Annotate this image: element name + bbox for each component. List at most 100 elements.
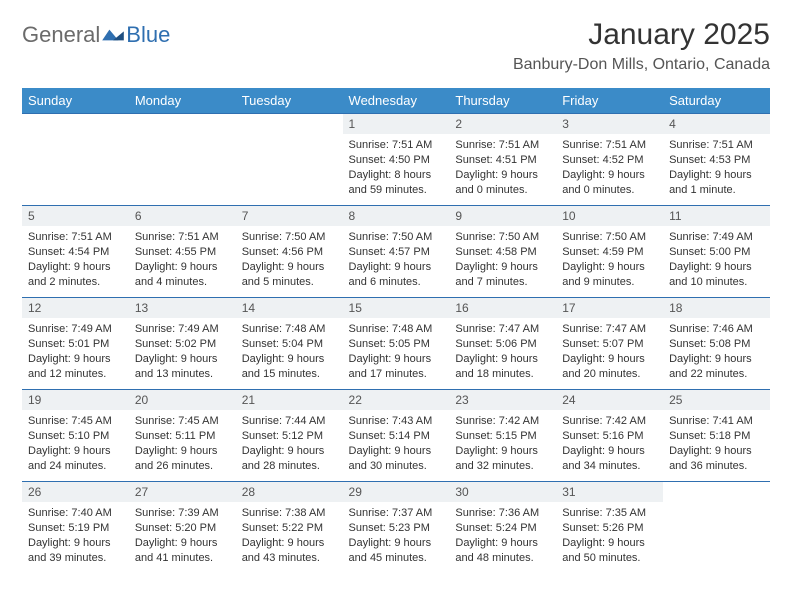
day-details: Sunrise: 7:42 AMSunset: 5:15 PMDaylight:… — [449, 410, 556, 475]
day-number: 3 — [556, 114, 663, 134]
day-number: 13 — [129, 298, 236, 318]
calendar-day-cell: 13Sunrise: 7:49 AMSunset: 5:02 PMDayligh… — [129, 298, 236, 390]
day-details: Sunrise: 7:47 AMSunset: 5:07 PMDaylight:… — [556, 318, 663, 383]
day-number: 25 — [663, 390, 770, 410]
calendar-day-cell: 24Sunrise: 7:42 AMSunset: 5:16 PMDayligh… — [556, 390, 663, 482]
weekday-header: Wednesday — [343, 88, 450, 114]
calendar-body: 1Sunrise: 7:51 AMSunset: 4:50 PMDaylight… — [22, 114, 770, 574]
calendar-day-cell — [22, 114, 129, 206]
calendar-table: SundayMondayTuesdayWednesdayThursdayFrid… — [22, 88, 770, 574]
day-number: 9 — [449, 206, 556, 226]
weekday-header: Saturday — [663, 88, 770, 114]
day-details: Sunrise: 7:48 AMSunset: 5:04 PMDaylight:… — [236, 318, 343, 383]
calendar-day-cell: 11Sunrise: 7:49 AMSunset: 5:00 PMDayligh… — [663, 206, 770, 298]
day-details: Sunrise: 7:50 AMSunset: 4:59 PMDaylight:… — [556, 226, 663, 291]
calendar-day-cell — [129, 114, 236, 206]
calendar-week-row: 1Sunrise: 7:51 AMSunset: 4:50 PMDaylight… — [22, 114, 770, 206]
day-details: Sunrise: 7:43 AMSunset: 5:14 PMDaylight:… — [343, 410, 450, 475]
day-number: 23 — [449, 390, 556, 410]
day-number: 16 — [449, 298, 556, 318]
day-number: 26 — [22, 482, 129, 502]
day-number: 10 — [556, 206, 663, 226]
day-number: 15 — [343, 298, 450, 318]
calendar-day-cell: 14Sunrise: 7:48 AMSunset: 5:04 PMDayligh… — [236, 298, 343, 390]
day-details: Sunrise: 7:51 AMSunset: 4:52 PMDaylight:… — [556, 134, 663, 199]
day-number: 4 — [663, 114, 770, 134]
title-block: January 2025 Banbury-Don Mills, Ontario,… — [513, 18, 770, 74]
weekday-header: Friday — [556, 88, 663, 114]
calendar-day-cell: 30Sunrise: 7:36 AMSunset: 5:24 PMDayligh… — [449, 482, 556, 574]
day-number: 30 — [449, 482, 556, 502]
day-number: 21 — [236, 390, 343, 410]
calendar-day-cell: 27Sunrise: 7:39 AMSunset: 5:20 PMDayligh… — [129, 482, 236, 574]
day-details: Sunrise: 7:42 AMSunset: 5:16 PMDaylight:… — [556, 410, 663, 475]
day-number: 20 — [129, 390, 236, 410]
calendar-day-cell: 5Sunrise: 7:51 AMSunset: 4:54 PMDaylight… — [22, 206, 129, 298]
weekday-header: Monday — [129, 88, 236, 114]
calendar-day-cell: 7Sunrise: 7:50 AMSunset: 4:56 PMDaylight… — [236, 206, 343, 298]
calendar-week-row: 12Sunrise: 7:49 AMSunset: 5:01 PMDayligh… — [22, 298, 770, 390]
month-title: January 2025 — [513, 18, 770, 52]
day-details: Sunrise: 7:50 AMSunset: 4:56 PMDaylight:… — [236, 226, 343, 291]
calendar-day-cell: 21Sunrise: 7:44 AMSunset: 5:12 PMDayligh… — [236, 390, 343, 482]
calendar-day-cell: 20Sunrise: 7:45 AMSunset: 5:11 PMDayligh… — [129, 390, 236, 482]
calendar-week-row: 5Sunrise: 7:51 AMSunset: 4:54 PMDaylight… — [22, 206, 770, 298]
day-details: Sunrise: 7:39 AMSunset: 5:20 PMDaylight:… — [129, 502, 236, 567]
day-number: 24 — [556, 390, 663, 410]
logo-word-2: Blue — [126, 22, 170, 48]
day-details: Sunrise: 7:51 AMSunset: 4:53 PMDaylight:… — [663, 134, 770, 199]
calendar-day-cell: 8Sunrise: 7:50 AMSunset: 4:57 PMDaylight… — [343, 206, 450, 298]
day-number: 1 — [343, 114, 450, 134]
day-number: 11 — [663, 206, 770, 226]
day-number: 29 — [343, 482, 450, 502]
day-details: Sunrise: 7:50 AMSunset: 4:57 PMDaylight:… — [343, 226, 450, 291]
day-number: 6 — [129, 206, 236, 226]
calendar-day-cell: 31Sunrise: 7:35 AMSunset: 5:26 PMDayligh… — [556, 482, 663, 574]
day-details: Sunrise: 7:51 AMSunset: 4:55 PMDaylight:… — [129, 226, 236, 291]
day-details: Sunrise: 7:37 AMSunset: 5:23 PMDaylight:… — [343, 502, 450, 567]
calendar-day-cell: 12Sunrise: 7:49 AMSunset: 5:01 PMDayligh… — [22, 298, 129, 390]
day-details: Sunrise: 7:51 AMSunset: 4:54 PMDaylight:… — [22, 226, 129, 291]
logo-flag-icon — [102, 26, 124, 44]
calendar-day-cell: 4Sunrise: 7:51 AMSunset: 4:53 PMDaylight… — [663, 114, 770, 206]
day-details: Sunrise: 7:49 AMSunset: 5:01 PMDaylight:… — [22, 318, 129, 383]
calendar-day-cell: 23Sunrise: 7:42 AMSunset: 5:15 PMDayligh… — [449, 390, 556, 482]
calendar-day-cell: 25Sunrise: 7:41 AMSunset: 5:18 PMDayligh… — [663, 390, 770, 482]
day-number: 27 — [129, 482, 236, 502]
day-details: Sunrise: 7:47 AMSunset: 5:06 PMDaylight:… — [449, 318, 556, 383]
day-details: Sunrise: 7:35 AMSunset: 5:26 PMDaylight:… — [556, 502, 663, 567]
day-number: 14 — [236, 298, 343, 318]
day-number: 2 — [449, 114, 556, 134]
calendar-day-cell: 22Sunrise: 7:43 AMSunset: 5:14 PMDayligh… — [343, 390, 450, 482]
calendar-day-cell: 1Sunrise: 7:51 AMSunset: 4:50 PMDaylight… — [343, 114, 450, 206]
day-number: 18 — [663, 298, 770, 318]
weekday-header: Sunday — [22, 88, 129, 114]
day-details: Sunrise: 7:45 AMSunset: 5:11 PMDaylight:… — [129, 410, 236, 475]
logo: General Blue — [22, 18, 170, 48]
calendar-day-cell: 16Sunrise: 7:47 AMSunset: 5:06 PMDayligh… — [449, 298, 556, 390]
calendar-day-cell: 10Sunrise: 7:50 AMSunset: 4:59 PMDayligh… — [556, 206, 663, 298]
calendar-day-cell: 3Sunrise: 7:51 AMSunset: 4:52 PMDaylight… — [556, 114, 663, 206]
day-details: Sunrise: 7:38 AMSunset: 5:22 PMDaylight:… — [236, 502, 343, 567]
calendar-day-cell — [663, 482, 770, 574]
day-number: 12 — [22, 298, 129, 318]
day-number: 17 — [556, 298, 663, 318]
day-number: 22 — [343, 390, 450, 410]
logo-word-1: General — [22, 22, 100, 48]
location: Banbury-Don Mills, Ontario, Canada — [513, 56, 770, 74]
day-details: Sunrise: 7:50 AMSunset: 4:58 PMDaylight:… — [449, 226, 556, 291]
day-details: Sunrise: 7:49 AMSunset: 5:02 PMDaylight:… — [129, 318, 236, 383]
day-number: 28 — [236, 482, 343, 502]
calendar-day-cell: 29Sunrise: 7:37 AMSunset: 5:23 PMDayligh… — [343, 482, 450, 574]
day-details: Sunrise: 7:48 AMSunset: 5:05 PMDaylight:… — [343, 318, 450, 383]
weekday-header-row: SundayMondayTuesdayWednesdayThursdayFrid… — [22, 88, 770, 114]
calendar-week-row: 26Sunrise: 7:40 AMSunset: 5:19 PMDayligh… — [22, 482, 770, 574]
day-number: 5 — [22, 206, 129, 226]
day-details: Sunrise: 7:44 AMSunset: 5:12 PMDaylight:… — [236, 410, 343, 475]
day-number: 31 — [556, 482, 663, 502]
calendar-day-cell: 26Sunrise: 7:40 AMSunset: 5:19 PMDayligh… — [22, 482, 129, 574]
calendar-day-cell: 15Sunrise: 7:48 AMSunset: 5:05 PMDayligh… — [343, 298, 450, 390]
day-number: 8 — [343, 206, 450, 226]
day-details: Sunrise: 7:51 AMSunset: 4:51 PMDaylight:… — [449, 134, 556, 199]
calendar-day-cell: 18Sunrise: 7:46 AMSunset: 5:08 PMDayligh… — [663, 298, 770, 390]
